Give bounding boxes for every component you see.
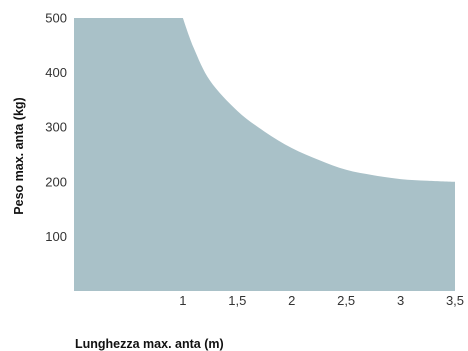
area-series-0 [74, 18, 455, 291]
y-tick-label: 100 [45, 229, 67, 244]
y-tick-labels: 100 200 300 400 500 [45, 11, 67, 244]
x-tick-label: 1,5 [228, 293, 246, 308]
x-tick-label: 2,5 [337, 293, 355, 308]
x-tick-labels: 1 1,5 2 2,5 3 3,5 [179, 293, 464, 308]
x-tick-label: 3,5 [446, 293, 464, 308]
y-tick-label: 400 [45, 65, 67, 80]
x-tick-label: 2 [288, 293, 295, 308]
x-tick-label: 3 [397, 293, 404, 308]
y-axis-title: Peso max. anta (kg) [12, 97, 26, 214]
y-tick-label: 200 [45, 174, 67, 189]
area-layer [74, 18, 455, 291]
x-tick-label: 1 [179, 293, 186, 308]
y-tick-label: 500 [45, 11, 67, 26]
y-tick-label: 300 [45, 120, 67, 135]
x-axis-title: Lunghezza max. anta (m) [75, 337, 224, 351]
